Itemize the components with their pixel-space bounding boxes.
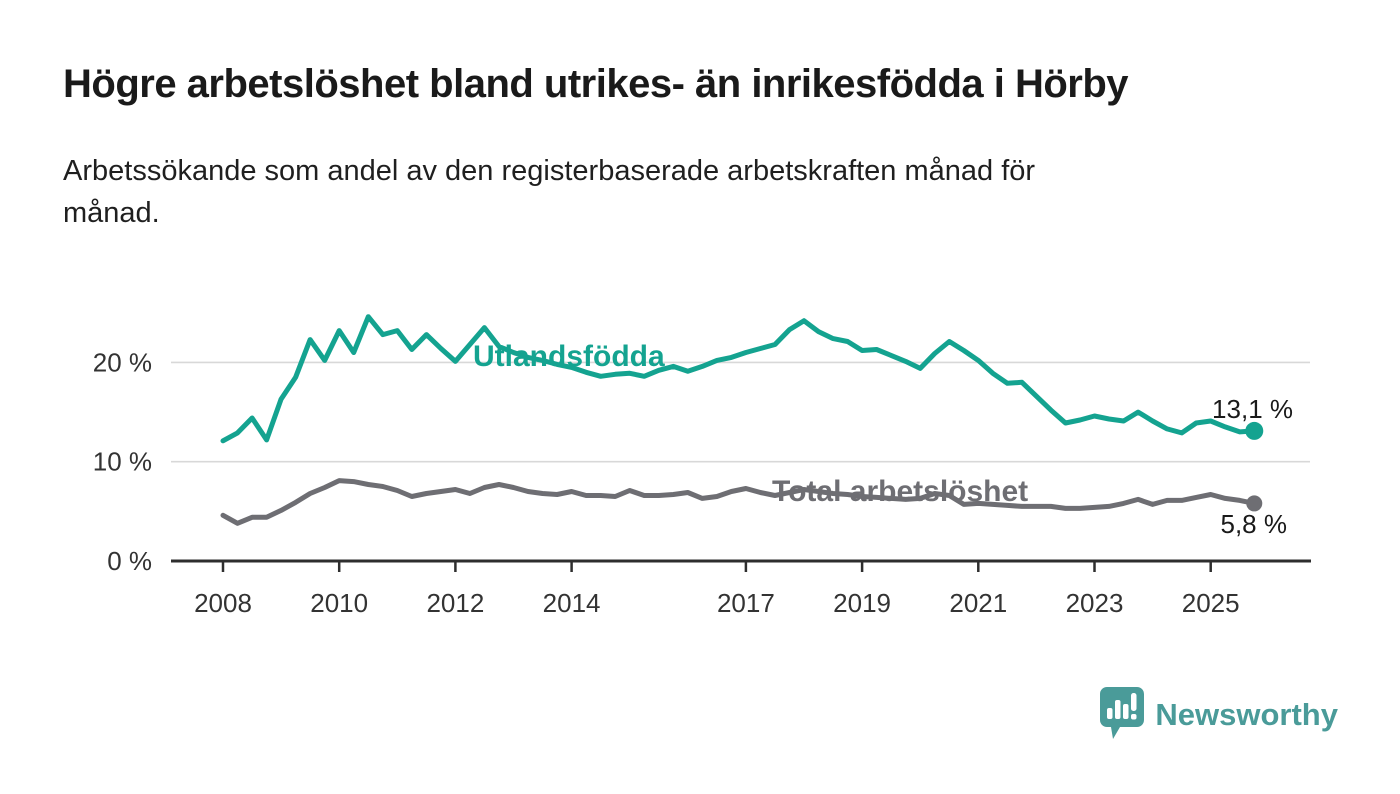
x-tick-label: 2008 <box>194 588 252 618</box>
x-tick-label: 2025 <box>1182 588 1240 618</box>
x-tick-label: 2017 <box>717 588 775 618</box>
x-tick-label: 2019 <box>833 588 891 618</box>
series-end-dot <box>1246 495 1263 512</box>
y-tick-label: 0 % <box>107 546 152 576</box>
x-tick-label: 2010 <box>310 588 368 618</box>
series-label: Total arbetslöshet <box>772 475 1028 508</box>
series-label: Utlandsfödda <box>473 340 665 373</box>
bar-icon-3 <box>1123 704 1129 719</box>
bar-icon-2 <box>1115 700 1121 719</box>
y-tick-label: 20 % <box>93 347 152 377</box>
series-end-dot <box>1245 421 1264 440</box>
x-tick-label: 2012 <box>426 588 484 618</box>
x-tick-label: 2021 <box>949 588 1007 618</box>
bar-icon-1 <box>1107 708 1113 719</box>
y-tick-label: 10 % <box>93 447 152 477</box>
speech-bubble-shape <box>1100 687 1145 739</box>
series-end-value: 13,1 % <box>1212 394 1293 424</box>
x-tick-label: 2023 <box>1066 588 1124 618</box>
chart-subtitle: Arbetssökande som andel av den registerb… <box>63 155 1036 230</box>
newsworthy-logo-icon <box>1100 687 1145 739</box>
newsworthy-logo: Newsworthy <box>1099 686 1338 744</box>
x-tick-label: 2014 <box>543 588 601 618</box>
series-line-total <box>220 478 1257 526</box>
brand-name: Newsworthy <box>1155 697 1338 732</box>
page-title: Högre arbetslöshet bland utrikes- än inr… <box>63 62 1129 106</box>
exclamation-icon-dot <box>1131 714 1137 720</box>
series-end-value: 5,8 % <box>1221 509 1288 539</box>
series-line-utlandsfodda <box>220 314 1257 444</box>
exclamation-icon-stem <box>1131 693 1137 711</box>
